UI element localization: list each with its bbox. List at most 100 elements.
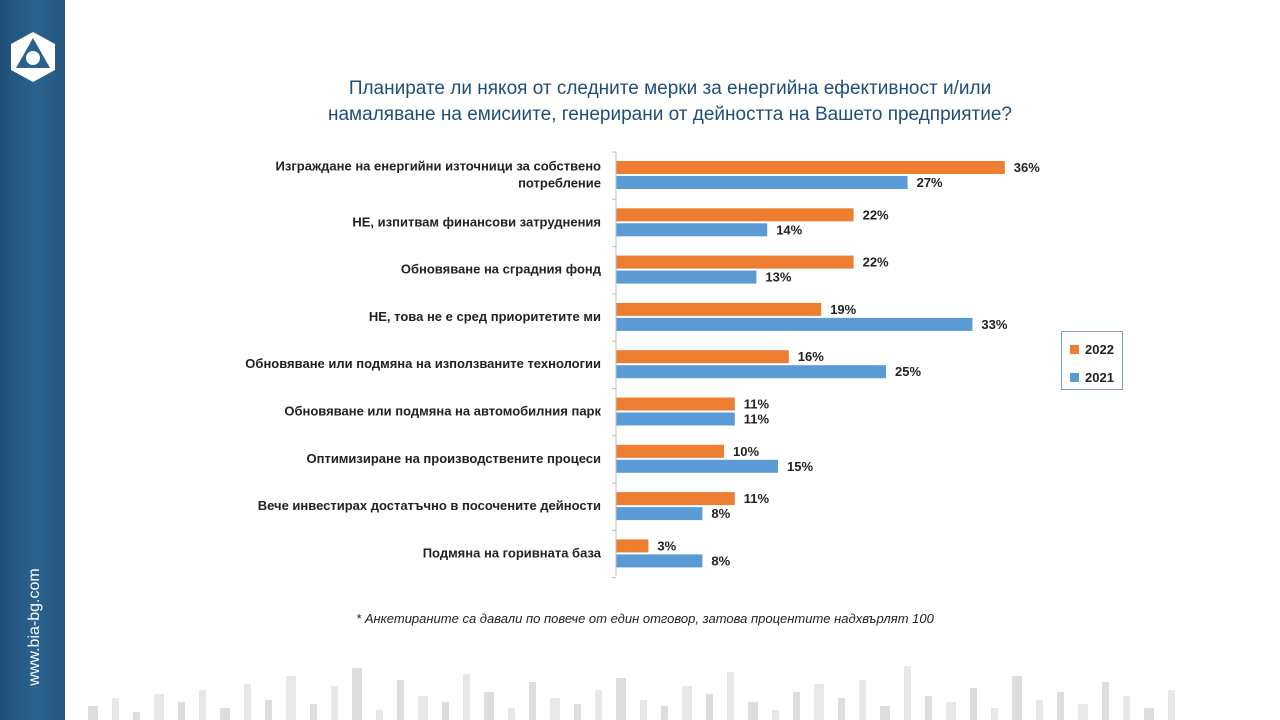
bar-2021 [616,412,735,426]
category-label: НЕ, това не е сред приоритетите ми [369,309,601,324]
data-label-2022: 11% [744,491,770,506]
category-label: Оптимизиране на производствените процеси [306,451,601,466]
skyline-building [904,666,911,720]
data-label-2022: 22% [863,255,889,270]
skyline-building [880,706,890,720]
skyline-building [991,708,998,720]
category-label: Изграждане на енергийни източници за соб… [276,159,601,191]
bia-logo-icon[interactable] [8,30,58,84]
data-label-2022: 11% [744,397,770,412]
category-label: Обновяване на сградния фонд [401,262,602,277]
data-label-2021: 8% [711,553,730,568]
data-label-2022: 3% [657,538,676,553]
skyline-building [574,704,581,720]
data-label-2022: 16% [798,349,824,364]
skyline-building [352,668,362,720]
skyline-building [1123,696,1130,720]
data-label-2021: 27% [917,175,943,190]
skyline-building [1036,700,1043,720]
legend-swatch-2022 [1070,345,1079,354]
bar-2022 [616,539,649,553]
skyline-building [814,684,824,720]
bar-2021 [616,507,703,521]
bar-2022 [616,492,735,506]
skyline-building [88,706,98,720]
legend-swatch-2021 [1070,373,1079,382]
data-label-2021: 13% [765,270,791,285]
data-label-2022: 36% [1014,160,1040,175]
skyline-building [397,680,404,720]
bar-2022 [616,255,854,269]
skyline-building [640,700,647,720]
skyline-building [1012,676,1022,720]
skyline-building [1144,708,1154,720]
chart-title-line-2: намаляване на емисиите, генерирани от де… [328,104,1012,125]
skyline-building [727,672,734,720]
chart-title: Планирате ли някоя от следните мерки за … [240,76,1100,128]
bar-2022 [616,161,1005,174]
skyline-building [286,676,296,720]
legend-item-2022: 2022 [1070,342,1114,357]
skyline-building [595,690,602,720]
data-label-2021: 15% [787,459,813,474]
skyline-decoration [88,666,1175,720]
skyline-building [265,700,272,720]
bar-2022 [616,444,724,458]
data-label-2022: 10% [733,444,759,459]
bar-2022 [616,208,854,222]
category-label: Обновяване или подмяна на автомобилния п… [284,404,601,419]
chart-title-line-1: Планирате ли някоя от следните мерки за … [348,78,992,99]
data-label-2021: 8% [711,506,730,521]
skyline-building [859,680,866,720]
legend: 2022 2021 [1061,331,1123,390]
skyline-building [1102,682,1109,720]
category-label: Обновяване или подмяна на използваните т… [245,356,601,371]
skyline-building [661,706,668,720]
skyline-building [178,702,185,720]
skyline-building [793,692,800,720]
skyline-building [508,708,515,720]
data-label-2021: 25% [895,364,921,379]
skyline-building [418,696,428,720]
legend-label-2021: 2021 [1085,370,1114,385]
skyline-building [772,710,779,720]
sidebar: www.bia-bg.com [0,0,65,720]
bar-2021 [616,317,973,331]
skyline-building [376,710,383,720]
skyline-building [112,698,119,720]
footnote: * Анкетираните са давали по повече от ед… [356,611,934,626]
data-label-2021: 11% [744,412,770,427]
legend-label-2022: 2022 [1085,342,1114,357]
skyline-building [442,702,449,720]
skyline-building [199,690,206,720]
skyline-building [1078,704,1088,720]
category-label: Подмяна на горивната база [423,545,602,560]
category-label: НЕ, изпитвам финансови затруднения [352,214,601,229]
bar-2021 [616,270,757,284]
skyline-building [484,692,494,720]
bar-2022 [616,397,735,411]
skyline-building [616,678,626,720]
skyline-building [1057,692,1064,720]
bar-2021 [616,459,778,473]
skyline-building [946,702,956,720]
skyline-building [244,684,251,720]
data-label-2022: 22% [863,207,889,222]
bar-2022 [616,302,822,316]
skyline-building [550,698,560,720]
skyline-building [154,694,164,720]
skyline-building [706,694,713,720]
bar-2021 [616,176,908,189]
data-label-2021: 14% [776,222,802,237]
data-label-2021: 33% [981,317,1007,332]
skyline-building [133,712,140,720]
category-label: Вече инвестирах достатъчно в посочените … [258,498,601,513]
skyline-building [1168,690,1175,720]
bar-2022 [616,350,789,364]
skyline-building [529,682,536,720]
skyline-building [682,686,692,720]
skyline-building [331,686,338,720]
skyline-building [838,698,845,720]
legend-item-2021: 2021 [1070,370,1114,385]
bar-2021 [616,365,886,379]
